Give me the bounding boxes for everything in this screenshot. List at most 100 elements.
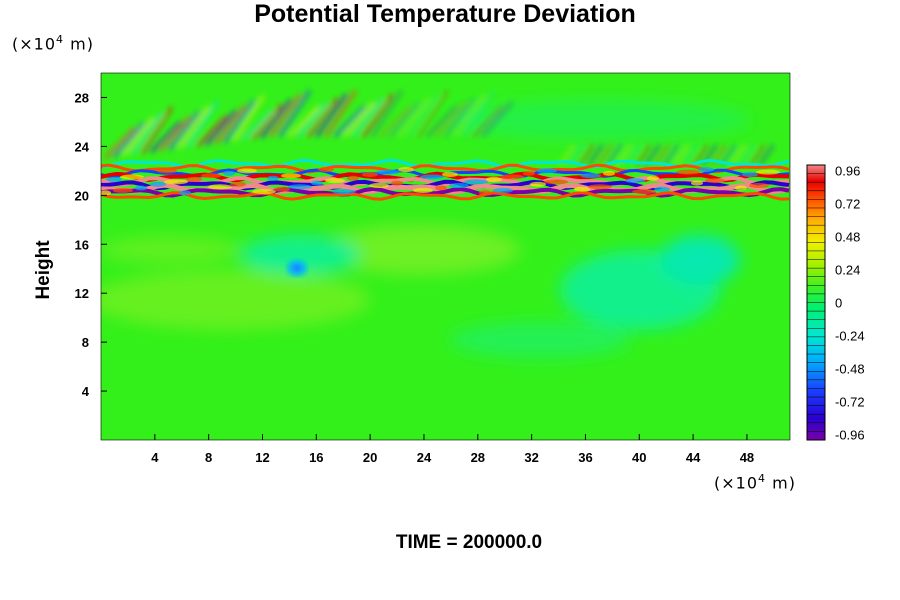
band-blotch [201, 173, 221, 179]
y-tick-label: 20 [75, 188, 89, 203]
band-blotch [369, 183, 389, 189]
band-blotch [208, 184, 232, 190]
band-blotch [237, 168, 257, 174]
band-blotch [486, 176, 502, 182]
colorbar: 0.96 0.72 0.48 0.24 0 -0.24 -0.48 -0.72 -0.96 [806, 164, 865, 443]
band-blotch [691, 180, 703, 186]
band-blotch [500, 174, 524, 180]
band-blotch [164, 179, 188, 185]
band-blotch [391, 180, 403, 186]
wave-streak [691, 144, 709, 166]
wave-streak [287, 105, 321, 138]
wave-streak [739, 144, 756, 166]
wave-streak [186, 100, 220, 149]
chart-title: Potential Temperature Deviation [254, 0, 636, 28]
x-tick-label: 40 [632, 450, 646, 465]
wave-streak [398, 97, 431, 138]
wave-streak [653, 144, 671, 166]
colorbar-label: -0.24 [835, 329, 865, 344]
wave-streak [596, 144, 614, 166]
time-caption: TIME = 200000.0 [395, 532, 543, 553]
band-blotch [464, 179, 488, 185]
band-blotch [698, 167, 714, 173]
wave-streak [361, 93, 394, 138]
band-blotch [120, 174, 144, 180]
band-blotch [581, 173, 601, 179]
wave-streak [663, 144, 680, 166]
wave-streak [122, 116, 155, 157]
band-blotch [537, 168, 557, 174]
wave-streak [168, 110, 201, 151]
band-blotch [493, 187, 513, 193]
wave-streak [672, 144, 690, 166]
wave-streak [333, 105, 367, 138]
wave-streak [177, 105, 210, 150]
x-tick-label: 48 [740, 450, 754, 465]
band-blotch [603, 170, 615, 176]
band-blotch [544, 179, 568, 185]
band-blotch [347, 175, 359, 181]
x-tick-label: 36 [578, 450, 592, 465]
wave-streak [131, 111, 164, 156]
band-blotch [157, 168, 177, 174]
warm-swirl-left [101, 270, 370, 330]
wave-streak [471, 105, 505, 138]
band-blotch [654, 186, 670, 192]
warm-strip [101, 236, 240, 264]
wave-streak [577, 144, 595, 166]
wave-streak [352, 97, 385, 138]
band-blotch [252, 189, 276, 195]
band-blotch [230, 181, 246, 187]
band-blotch [705, 178, 725, 184]
wave-streak [140, 106, 174, 155]
band-contour [101, 191, 790, 201]
band-blotch [647, 175, 659, 181]
wave-streak [324, 89, 358, 138]
wave-streak [444, 97, 477, 138]
band-blotch [420, 174, 444, 180]
band-blotch [332, 189, 356, 195]
wave-streak [260, 98, 293, 139]
wave-streak [379, 105, 413, 138]
y-tick-label: 24 [75, 139, 90, 154]
band-blotch [413, 187, 433, 193]
band-blotch [442, 172, 458, 178]
wave-streak [149, 120, 183, 154]
colorbar-label: -0.48 [835, 362, 865, 377]
colorbar-label: 0.24 [835, 263, 860, 278]
band-blotch [318, 167, 334, 173]
band-blotch [179, 190, 191, 196]
wave-streak [195, 114, 229, 148]
wave-streak [389, 101, 422, 138]
wave-streak [241, 108, 275, 142]
x-tick-label: 12 [255, 450, 269, 465]
band-blotch [398, 167, 414, 173]
wave-streak [416, 89, 450, 138]
wave-streak [370, 89, 404, 138]
x-tick-label: 16 [309, 450, 323, 465]
wave-streak [425, 105, 459, 138]
y-tick-label: 8 [82, 335, 89, 350]
colorbar-label: -0.72 [835, 395, 865, 410]
wave-streak [453, 93, 486, 138]
y-tick-label: 4 [82, 384, 90, 399]
wave-streak [306, 97, 339, 138]
wave-streak [748, 144, 766, 166]
colorbar-label: -0.96 [835, 428, 865, 443]
wave-streak [232, 94, 266, 143]
colorbar-label: 0.96 [835, 164, 860, 179]
band-blotch [449, 183, 469, 189]
band-blotch [376, 169, 400, 175]
cool-patch-left [240, 235, 360, 275]
band-blotch [530, 181, 546, 187]
y-axis-unit: (×104 m) [12, 33, 94, 54]
band-blotch [274, 186, 290, 192]
band-blotch [325, 178, 345, 184]
x-tick-label: 32 [524, 450, 538, 465]
wave-streak [269, 93, 302, 138]
wave-streak [278, 89, 312, 138]
wave-streak [297, 101, 330, 138]
heatmap-field [101, 73, 790, 440]
x-tick-label: 28 [471, 450, 485, 465]
